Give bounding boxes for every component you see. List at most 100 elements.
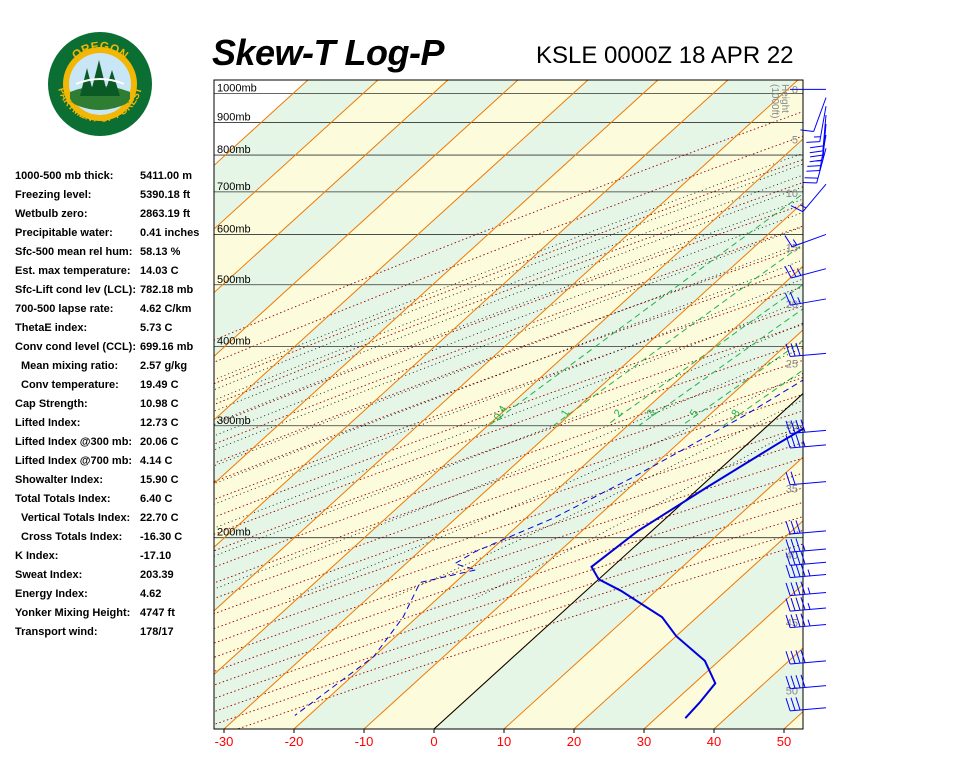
isotherm-line [214, 80, 799, 612]
stat-row: Sfc-Lift cond lev (LCL): 782.18 mb [15, 282, 215, 301]
wind-barb [785, 342, 827, 357]
wind-barb-half-feather [807, 602, 811, 610]
stat-row: K Index: -17.10 [15, 548, 215, 567]
wind-barb-feather [790, 675, 796, 689]
stat-value: 14.03 C [140, 265, 179, 277]
wind-barb-feather [789, 291, 796, 305]
stat-row: Mean mixing ratio: 2.57 g/kg [15, 358, 215, 377]
stat-label: Lifted Index @300 mb: [15, 436, 133, 448]
stat-label: Conv temperature: [21, 379, 119, 391]
mixing-ratio-lines [488, 193, 803, 427]
height-axis-unit: (1000ft) [769, 84, 780, 118]
stat-row: Vertical Totals Index: 22.70 C [15, 510, 215, 529]
stat-row: Wetbulb zero: 2863.19 ft [15, 206, 215, 225]
wind-barb-feather [785, 420, 791, 434]
wind-barb-half-feather [807, 569, 811, 577]
height-tick-label: 35 [786, 484, 798, 496]
dry-adiabat [214, 305, 803, 518]
stat-value: 12.73 C [140, 417, 179, 429]
wind-barb [800, 97, 827, 132]
chart-title: Skew-T Log-P [212, 32, 445, 73]
dry-adiabat [214, 266, 803, 483]
wind-barb [785, 597, 827, 612]
stat-value: -16.30 C [140, 531, 183, 543]
stat-label: 700-500 lapse rate: [15, 303, 114, 315]
moist-adiabat [214, 259, 803, 485]
stat-value: -17.10 [140, 550, 172, 562]
wind-barb-feather [800, 674, 806, 688]
dry-adiabat [214, 410, 803, 615]
wind-barb [785, 520, 827, 535]
x-tick-label: 30 [637, 734, 651, 749]
wind-barb-staff [819, 135, 827, 171]
wind-barb [785, 538, 827, 553]
wind-barb [784, 264, 827, 279]
isotherm-band [214, 80, 803, 675]
wind-barb [790, 183, 827, 213]
wind-barb [785, 613, 827, 629]
isobars [214, 93, 803, 539]
x-tick-label: -30 [215, 734, 234, 749]
stat-label: 1000-500 mb thick: [15, 170, 114, 182]
wind-barb-feather [795, 520, 801, 534]
isotherm-line [223, 201, 803, 729]
wind-barb-half-feather [807, 587, 811, 595]
wind-barb-feather [795, 597, 801, 611]
wind-barb-staff [802, 183, 827, 213]
wind-barb-feather [790, 564, 796, 578]
wind-barb-staff [790, 685, 827, 690]
stat-value: 203.39 [140, 569, 174, 581]
wind-barb-feather [800, 551, 806, 565]
stat-label: Vertical Totals Index: [21, 512, 131, 524]
pressure-label: 600mb [217, 223, 251, 235]
isotherm-line [214, 80, 449, 294]
wind-barb-feather [785, 582, 791, 596]
mixing-ratio-label: 3 [645, 408, 658, 420]
wind-barb-feather [807, 165, 821, 167]
x-tick-label: 40 [707, 734, 721, 749]
stat-value: 10.98 C [140, 398, 179, 410]
wind-barb-feather [810, 154, 824, 158]
stat-label: Cross Totals Index: [21, 531, 123, 543]
temperature-profile [590, 427, 803, 719]
wind-barb-staff [790, 352, 827, 357]
dry-adiabat [214, 159, 803, 385]
isotherm-line [214, 80, 379, 230]
stat-row: Conv cond level (CCL): 699.16 mb [15, 339, 215, 358]
wind-barb [803, 148, 827, 184]
isotherm-line [363, 329, 803, 729]
stat-label: Cap Strength: [15, 398, 88, 410]
height-axis-title: Height [779, 84, 790, 113]
stat-value: 782.18 mb [140, 284, 194, 296]
dry-adiabat [214, 359, 803, 568]
wind-barb-feather [795, 675, 801, 689]
wind-barb-feather [785, 675, 791, 689]
isotherm-line [503, 456, 803, 729]
wind-barb-feather [785, 471, 791, 485]
wind-barb-staff [822, 114, 827, 151]
wind-barb-feather [790, 434, 796, 448]
wind-barb-feather [785, 651, 791, 665]
stat-row: Lifted Index @300 mb: 20.06 C [15, 434, 215, 453]
pressure-label: 300mb [217, 415, 251, 427]
wind-barb-staff [790, 574, 827, 579]
dry-adiabat [214, 111, 803, 341]
wind-barb-feather [785, 552, 791, 566]
wind-barb-staff [790, 298, 827, 306]
wind-barb-staff [790, 429, 827, 435]
stat-row: Showalter Index: 15.90 C [15, 472, 215, 491]
mixing-ratio-label: 2 [612, 408, 625, 420]
dry-adiabat [214, 225, 803, 445]
isotherm-line [573, 520, 803, 729]
wind-barb-feather [790, 420, 796, 434]
wind-barb-staff [819, 106, 827, 142]
wind-barb [785, 471, 827, 486]
stat-label: ThetaE index: [15, 322, 88, 334]
mixing-ratio-label: 1 [559, 408, 572, 420]
stat-value: 2863.19 ft [140, 208, 191, 220]
wind-barb [806, 106, 827, 143]
stat-row: 1000-500 mb thick: 5411.00 m [15, 168, 215, 187]
wind-barb-staff [816, 148, 827, 184]
stat-row: 700-500 lapse rate: 4.62 C/km [15, 301, 215, 320]
